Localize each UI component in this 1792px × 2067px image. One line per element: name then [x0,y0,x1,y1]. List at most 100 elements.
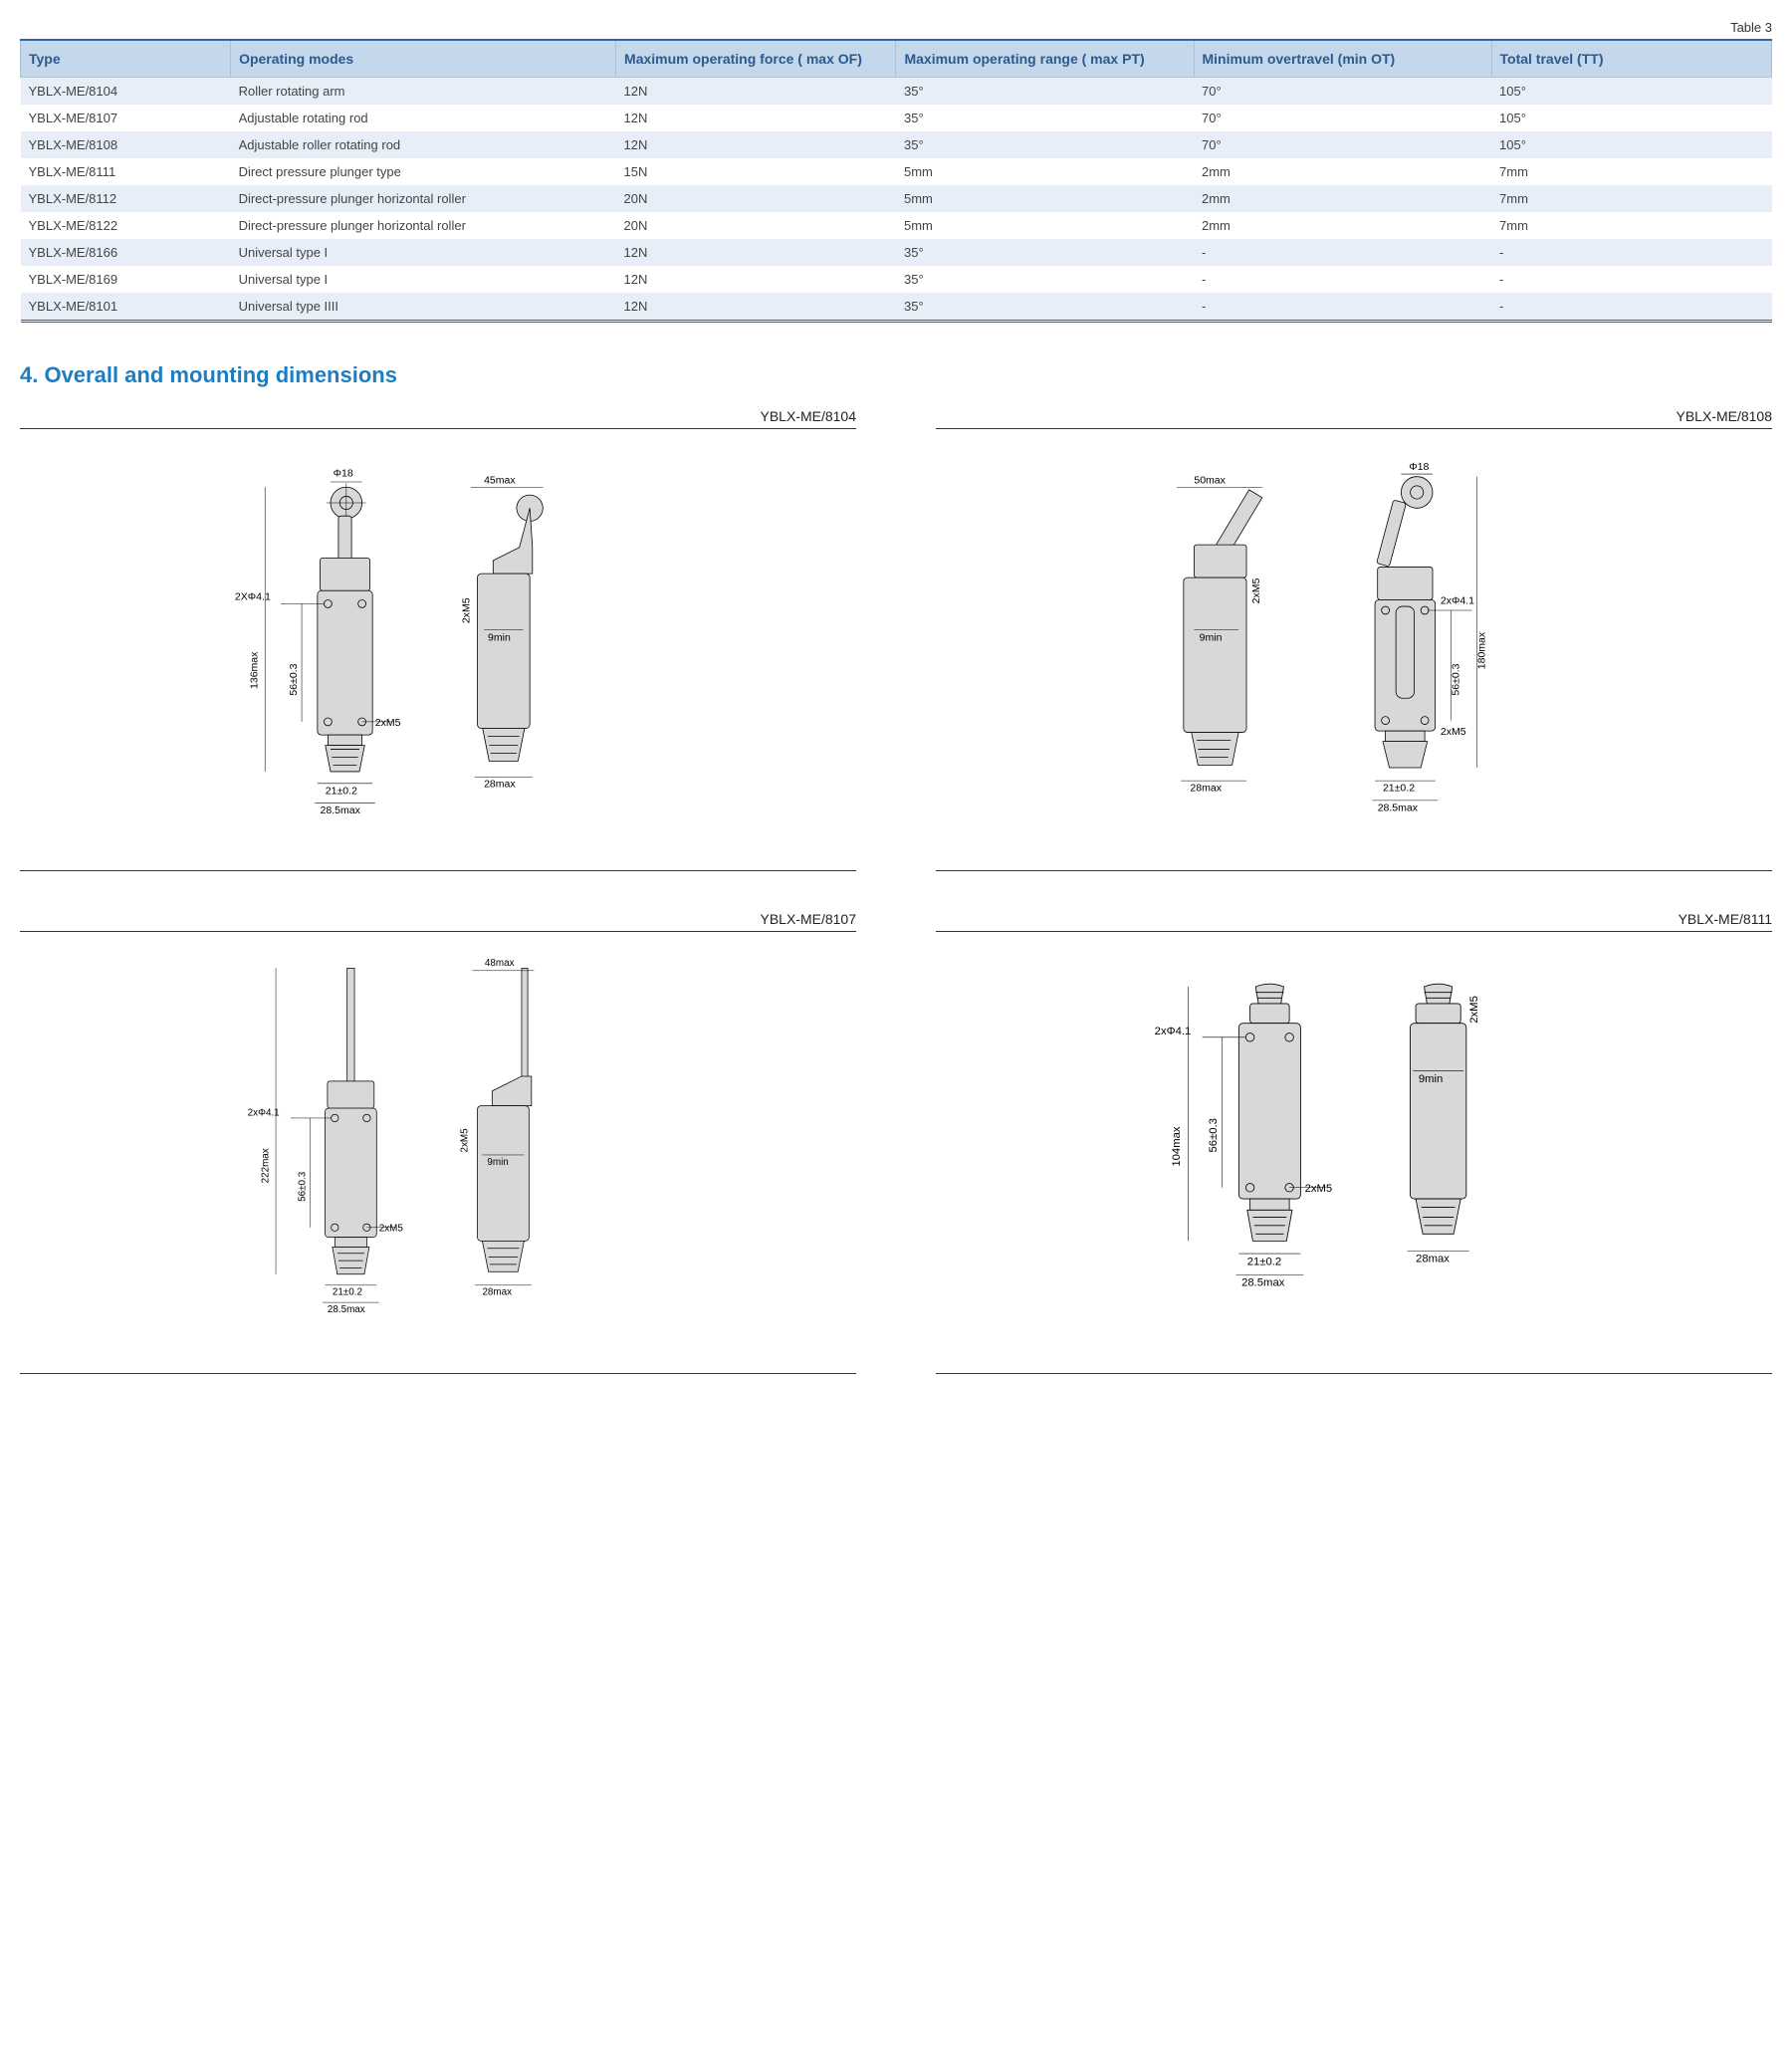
svg-text:28.5max: 28.5max [1378,802,1419,813]
table-cell: Direct-pressure plunger horizontal rolle… [231,212,616,239]
svg-text:50max: 50max [1194,474,1226,486]
svg-text:56±0.3: 56±0.3 [1208,1118,1220,1152]
table-cell: - [1194,239,1491,266]
svg-text:56±0.3: 56±0.3 [298,1171,309,1202]
svg-text:28max: 28max [482,1287,512,1298]
table-cell: - [1491,239,1771,266]
drawing-title: YBLX-ME/8111 [936,911,1772,932]
table-cell: 105° [1491,131,1771,158]
table-cell: 7mm [1491,212,1771,239]
table-cell: 70° [1194,105,1491,131]
table-cell: 20N [616,185,896,212]
table-row: YBLX-ME/8112Direct-pressure plunger hori… [21,185,1772,212]
svg-text:2xM5: 2xM5 [460,1128,471,1153]
table-cell: YBLX-ME/8111 [21,158,231,185]
svg-text:Φ18: Φ18 [1409,461,1429,473]
table-cell: 105° [1491,78,1771,106]
table-cell: 12N [616,78,896,106]
table-cell: 2mm [1194,158,1491,185]
table-cell: YBLX-ME/8104 [21,78,231,106]
drawing-8104: YBLX-ME/8104 [20,408,856,871]
svg-text:45max: 45max [484,474,516,486]
svg-text:48max: 48max [485,958,515,969]
svg-text:9min: 9min [1200,631,1223,643]
table-cell: 35° [896,78,1194,106]
svg-text:9min: 9min [1419,1073,1443,1085]
svg-text:180max: 180max [1476,631,1488,669]
table-cell: 35° [896,105,1194,131]
table-row: YBLX-ME/8108Adjustable roller rotating r… [21,131,1772,158]
table-cell: 20N [616,212,896,239]
col-header: Type [21,40,231,78]
svg-text:56±0.3: 56±0.3 [1450,663,1461,695]
drawing-title: YBLX-ME/8108 [936,408,1772,429]
svg-text:2XΦ4.1: 2XΦ4.1 [235,590,271,602]
table-cell: 12N [616,293,896,322]
table-cell: - [1194,266,1491,293]
svg-text:21±0.2: 21±0.2 [1383,783,1415,795]
col-header: Total travel (TT) [1491,40,1771,78]
svg-text:28max: 28max [1416,1254,1450,1265]
table-cell: 35° [896,293,1194,322]
table-cell: 105° [1491,105,1771,131]
col-header: Minimum overtravel (min OT) [1194,40,1491,78]
col-header: Operating modes [231,40,616,78]
drawing-title: YBLX-ME/8104 [20,408,856,429]
table-header-row: Type Operating modes Maximum operating f… [21,40,1772,78]
svg-text:21±0.2: 21±0.2 [1247,1256,1281,1267]
drawing-title: YBLX-ME/8107 [20,911,856,932]
svg-text:28.5max: 28.5max [328,1304,365,1315]
table-row: YBLX-ME/8166Universal type I12N35°-- [21,239,1772,266]
svg-text:28max: 28max [1190,783,1222,795]
table-cell: 5mm [896,158,1194,185]
col-header: Maximum operating range ( max PT) [896,40,1194,78]
svg-text:104max: 104max [1171,1126,1183,1166]
drawing-svg: 2xΦ4.1 222max 56±0.3 2xM5 21±0.2 28.5max [20,956,856,1349]
table-cell: - [1491,293,1771,322]
table-cell: - [1194,293,1491,322]
table-cell: 35° [896,131,1194,158]
table-cell: Universal type I [231,266,616,293]
table-cell: 2mm [1194,212,1491,239]
drawing-svg: 50max 2xM5 9min 28max [936,453,1772,846]
drawing-svg: Φ18 2XΦ4.1 136max 56±0.3 2xM5 21±0.2 28.… [20,453,856,846]
svg-text:2xΦ4.1: 2xΦ4.1 [1155,1026,1192,1037]
svg-text:28.5max: 28.5max [1241,1277,1285,1289]
svg-text:2xM5: 2xM5 [1468,996,1480,1024]
svg-text:21±0.2: 21±0.2 [333,1287,362,1298]
svg-text:2xM5: 2xM5 [1441,726,1466,738]
table-cell: Direct pressure plunger type [231,158,616,185]
svg-text:2xM5: 2xM5 [379,1224,404,1235]
table-cell: 12N [616,266,896,293]
table-cell: Adjustable rotating rod [231,105,616,131]
drawing-8107: YBLX-ME/8107 2xΦ4.1 [20,911,856,1374]
drawings-grid: YBLX-ME/8104 [20,408,1772,1374]
section-title: 4. Overall and mounting dimensions [20,362,1772,388]
table-cell: 70° [1194,131,1491,158]
svg-text:222max: 222max [261,1148,272,1183]
svg-text:9min: 9min [488,631,511,643]
table-cell: 70° [1194,78,1491,106]
table-cell: 7mm [1491,158,1771,185]
table-row: YBLX-ME/8104Roller rotating arm12N35°70°… [21,78,1772,106]
svg-text:56±0.3: 56±0.3 [288,663,300,695]
table-cell: Universal type IIII [231,293,616,322]
svg-text:Φ18: Φ18 [334,468,353,480]
table-cell: 35° [896,239,1194,266]
table-row: YBLX-ME/8122Direct-pressure plunger hori… [21,212,1772,239]
svg-text:2xM5: 2xM5 [1250,578,1262,604]
svg-text:28max: 28max [484,779,516,791]
table-cell: 12N [616,105,896,131]
table-cell: 5mm [896,185,1194,212]
table-cell: YBLX-ME/8108 [21,131,231,158]
drawing-svg: 2xΦ4.1 104max 56±0.3 2xM5 21±0.2 28.5max [936,956,1772,1349]
table-cell: Direct-pressure plunger horizontal rolle… [231,185,616,212]
table-row: YBLX-ME/8111Direct pressure plunger type… [21,158,1772,185]
table-cell: 5mm [896,212,1194,239]
svg-text:2xΦ4.1: 2xΦ4.1 [248,1107,280,1118]
svg-text:2xM5: 2xM5 [461,597,473,623]
table-cell: 35° [896,266,1194,293]
table-cell: YBLX-ME/8166 [21,239,231,266]
table-cell: Universal type I [231,239,616,266]
table-cell: Adjustable roller rotating rod [231,131,616,158]
